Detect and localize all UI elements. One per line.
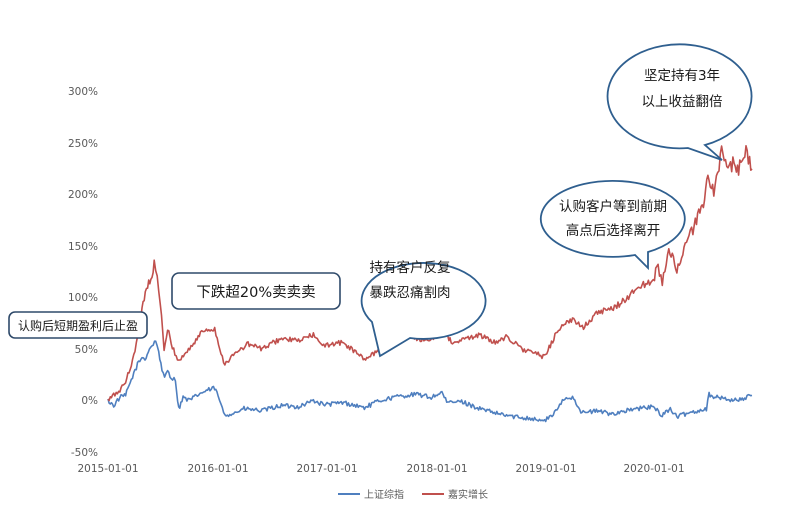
series-line-fund [107,145,753,402]
x-axis-tick-labels: 2015-01-01 2016-01-01 2017-01-01 2018-01… [77,463,684,475]
callout-holders-cut-loss-line1: 持有客户反复 [370,259,451,276]
x-tick-label: 2016-01-01 [187,463,248,475]
callout-buyers-leave-bubble [539,179,686,271]
x-tick-label: 2018-01-01 [406,463,467,475]
legend-label-sse: 上证综指 [364,488,404,501]
x-tick-label: 2020-01-01 [623,463,684,475]
callout-sell-on-drop-text: 下跌超20%卖卖卖 [196,284,315,301]
legend-label-fund: 嘉实增长 [448,488,488,501]
callout-holders-cut-loss: 持有客户反复 暴跌忍痛割肉 [360,259,487,358]
callout-take-profit: 认购后短期盈利后止盈 [8,311,148,339]
series-line-sse-index [107,340,753,423]
y-tick-label: 150% [68,241,98,253]
callout-long-term-double-line2: 以上收益翻倍 [642,94,723,110]
callout-buyers-leave: 认购客户等到前期 高点后选择离开 [539,179,686,271]
callout-long-term-double-bubble [606,43,753,161]
callout-buyers-leave-line2: 高点后选择离开 [566,222,661,239]
y-tick-label: 300% [68,86,98,98]
y-tick-label: -50% [71,447,98,459]
y-tick-label: 200% [68,189,98,201]
callout-take-profit-box [8,311,148,339]
callout-holders-cut-loss-bubble [360,262,487,358]
y-tick-label: 0% [81,395,98,407]
y-tick-label: 100% [68,292,98,304]
callout-long-term-double: 坚定持有3年 以上收益翻倍 [606,43,753,161]
callout-sell-on-drop-box [171,272,341,310]
callout-buyers-leave-line1: 认购客户等到前期 [559,198,667,215]
callout-long-term-double-line1: 坚定持有3年 [644,68,720,84]
y-tick-label: 250% [68,138,98,150]
x-tick-label: 2017-01-01 [296,463,357,475]
y-axis-tick-labels: 300% 250% 200% 150% 100% 50% 0% -50% [68,86,98,459]
series-layer [107,145,753,423]
legend: 上证综指 嘉实增长 [338,488,488,501]
y-tick-label: 50% [75,344,98,356]
x-tick-label: 2015-01-01 [77,463,138,475]
callout-sell-on-drop: 下跌超20%卖卖卖 [171,272,341,310]
x-tick-label: 2019-01-01 [515,463,576,475]
callout-take-profit-text: 认购后短期盈利后止盈 [18,318,138,333]
callout-holders-cut-loss-line2: 暴跌忍痛割肉 [370,284,451,301]
